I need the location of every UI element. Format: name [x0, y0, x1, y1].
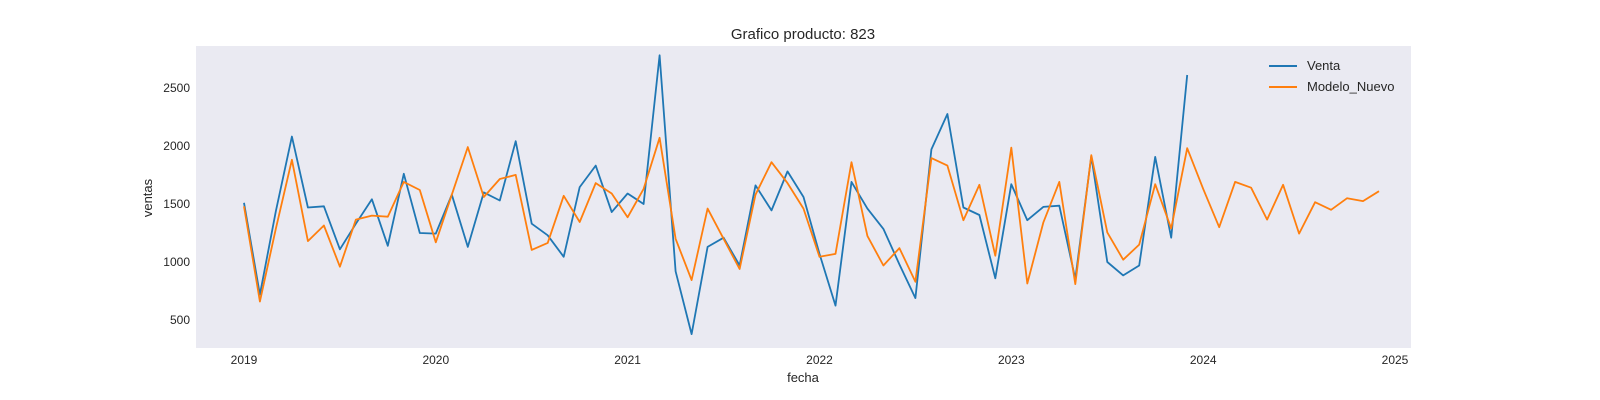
y-tick-label: 1000: [163, 255, 190, 269]
x-tick-label: 2025: [1382, 353, 1409, 367]
x-axis-label: fecha: [787, 370, 820, 385]
x-tick-label: 2019: [231, 353, 258, 367]
y-tick-label: 500: [170, 313, 190, 327]
y-tick-label: 2500: [163, 81, 190, 95]
legend-label-1: Venta: [1307, 58, 1341, 73]
x-tick-label: 2022: [806, 353, 833, 367]
chart-title: Grafico producto: 823: [731, 26, 875, 43]
x-tick-label: 2020: [422, 353, 449, 367]
x-tick-label: 2024: [1190, 353, 1217, 367]
y-tick-label: 2000: [163, 139, 190, 153]
y-axis-label: ventas: [140, 178, 155, 217]
x-tick-label: 2023: [998, 353, 1025, 367]
y-tick-label: 1500: [163, 197, 190, 211]
legend-label-2: Modelo_Nuevo: [1307, 79, 1394, 94]
x-tick-label: 2021: [614, 353, 641, 367]
series-line-2: [243, 136, 1380, 303]
legend: Venta Modelo_Nuevo: [1269, 58, 1394, 94]
